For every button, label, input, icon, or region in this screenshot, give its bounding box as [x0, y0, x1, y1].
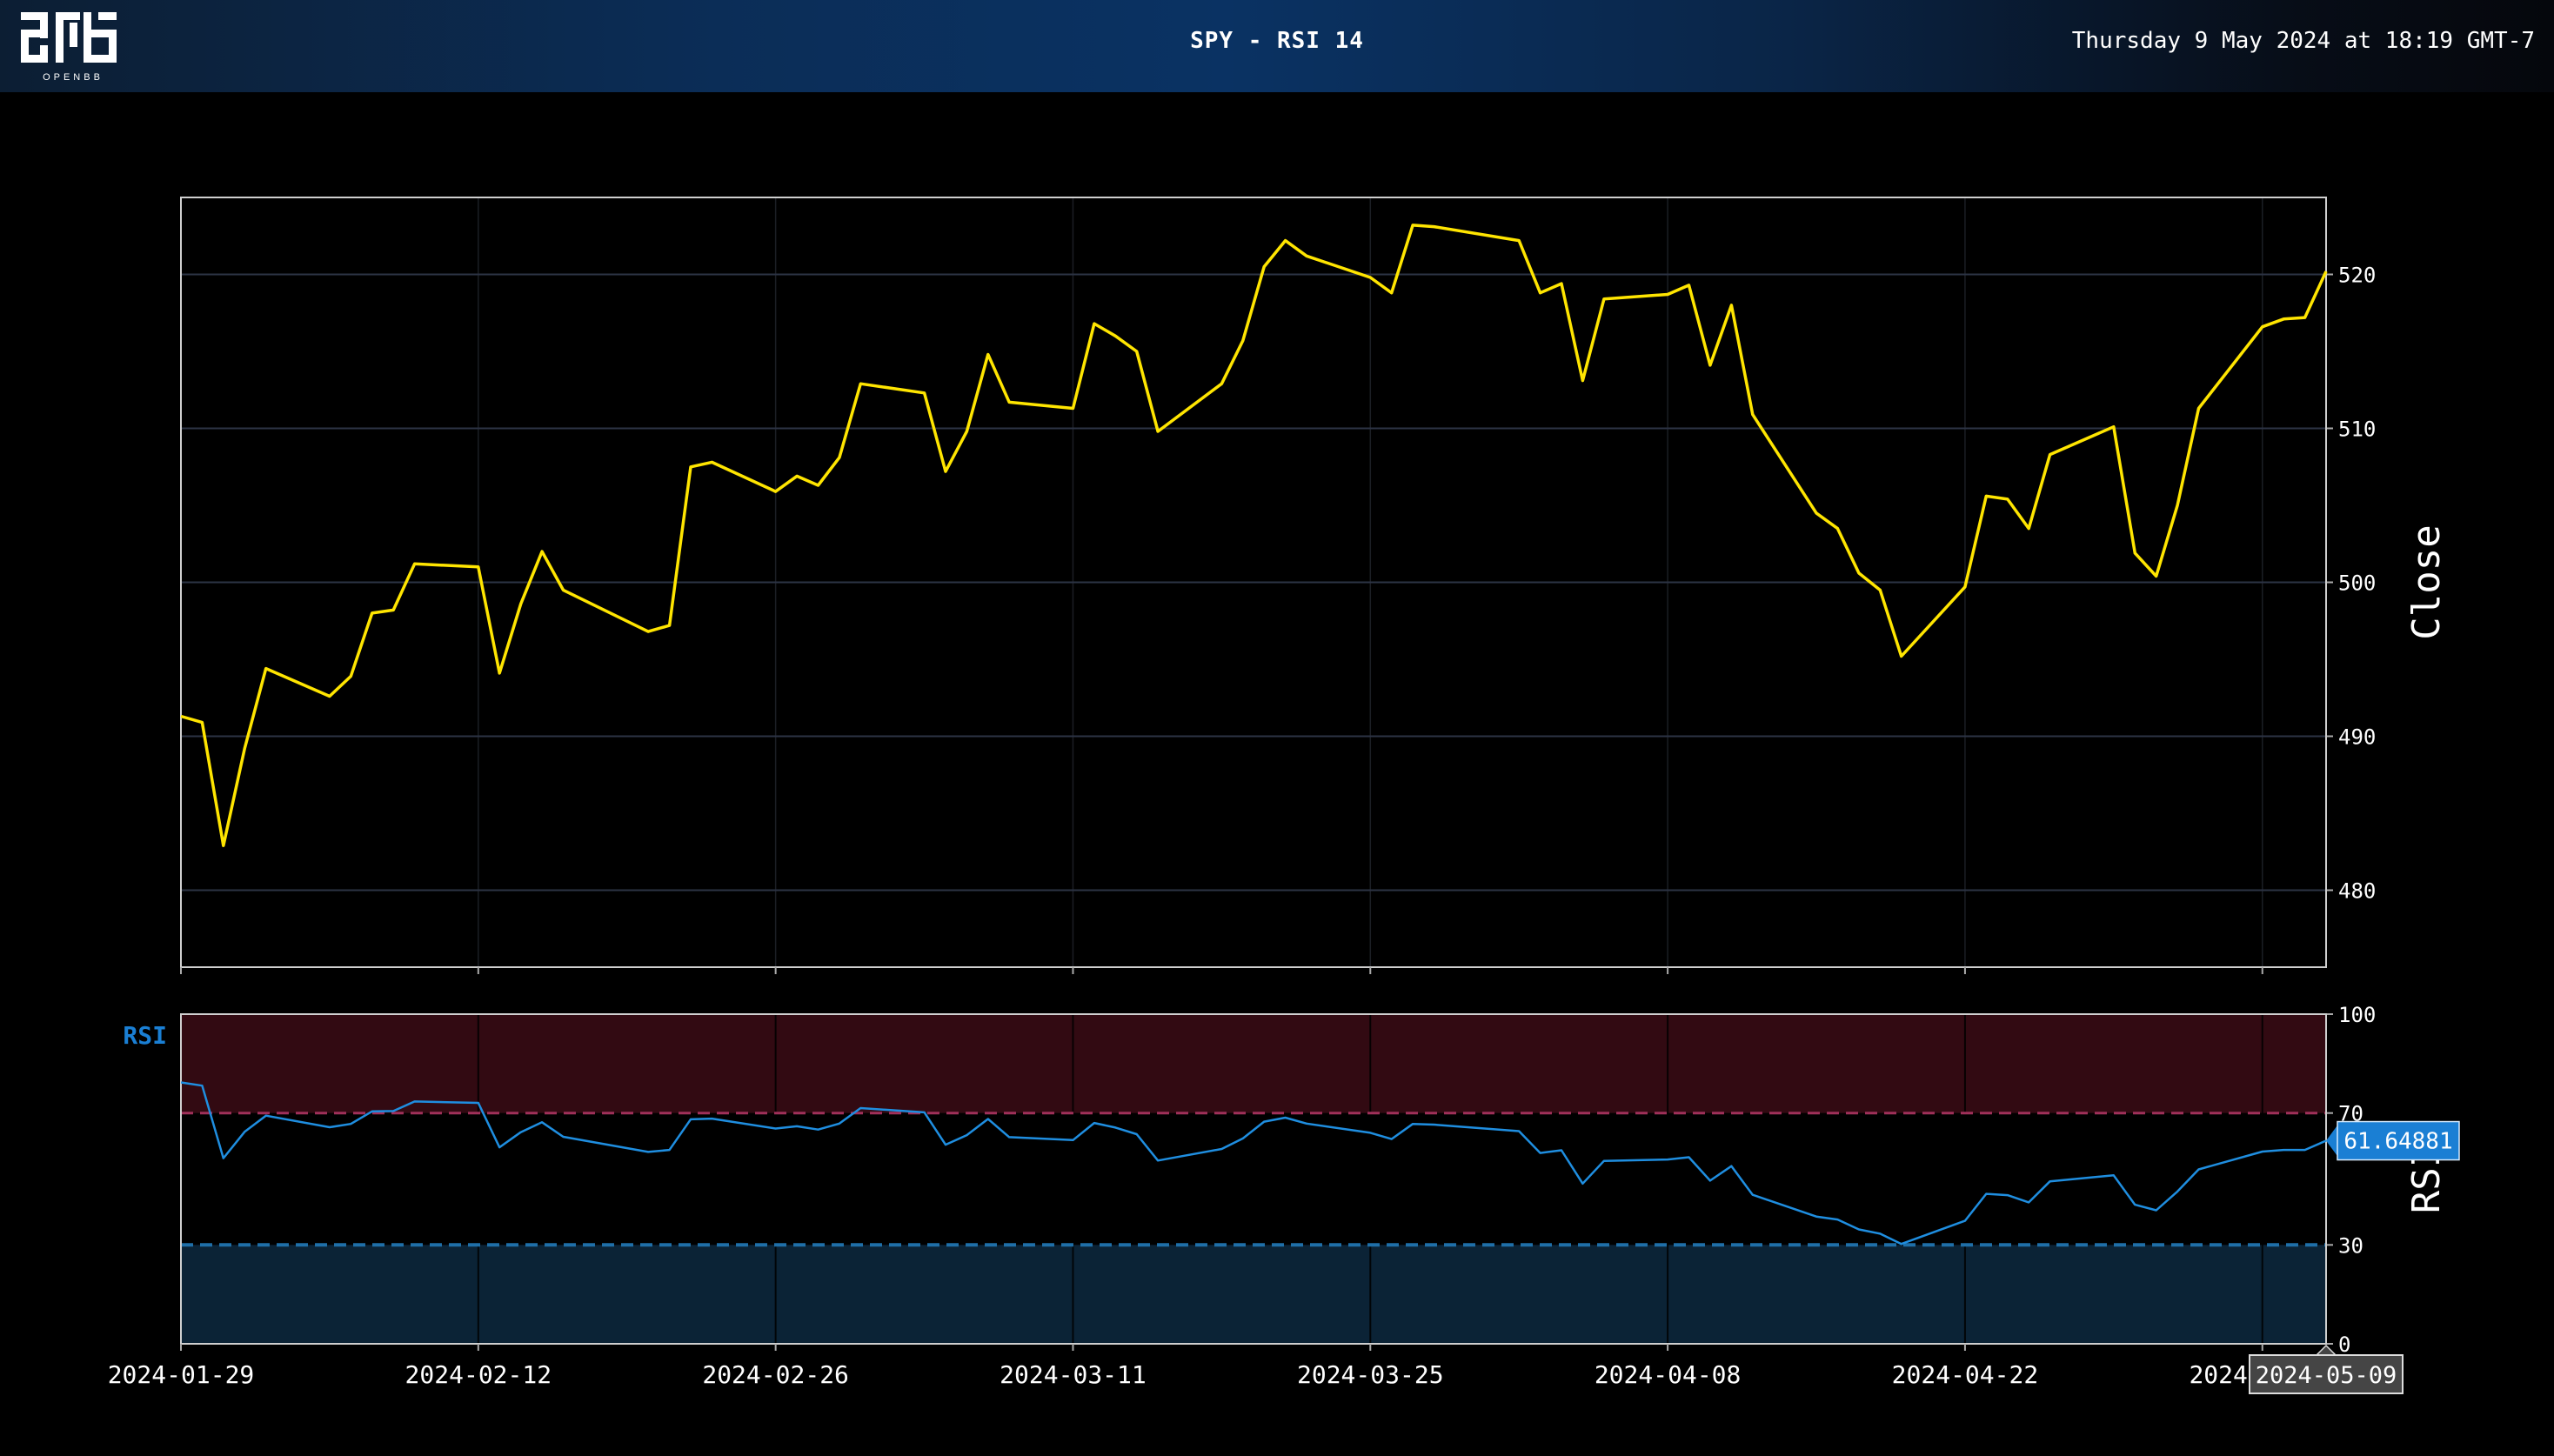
price-ylabel: Close: [2404, 524, 2449, 639]
timestamp: Thursday 9 May 2024 at 18:19 GMT-7: [2071, 28, 2535, 54]
rsi-value-badge-pointer: [2326, 1124, 2338, 1158]
logo-text: OPENBB: [43, 72, 104, 83]
rsi-series-line: [180, 1081, 2327, 1246]
rsi-ytick-label: 30: [2338, 1233, 2363, 1258]
price-ytick-label: 520: [2338, 264, 2376, 288]
rsi-value-badge-label: 61.64881: [2343, 1129, 2452, 1155]
chart-title: SPY - RSI 14: [1190, 28, 1364, 54]
price-ytick-label: 480: [2338, 879, 2376, 904]
rsi-ytick-label: 0: [2338, 1332, 2350, 1357]
hover-date-label-box: [2249, 1354, 2404, 1394]
overbought-zone: [181, 1014, 2326, 1113]
price-ytick-label: 500: [2338, 571, 2376, 596]
top-bar: OPENBB SPY - RSI 14 Thursday 9 May 2024 …: [0, 0, 2554, 92]
rsi-value-badge: [2337, 1120, 2460, 1161]
close-series-line: [180, 224, 2328, 847]
xtick-label: 2024-03-11: [1000, 1360, 1147, 1389]
hover-date-label: 2024-05-09: [2256, 1362, 2397, 1389]
oversold-zone: [181, 1245, 2326, 1344]
rsi-frame: [180, 1013, 2327, 1345]
x-axis: 2024-01-29 2024-02-12 2024-02-26 2024-03-11…: [108, 967, 2404, 1394]
xtick-label: 2024-01-29: [108, 1360, 255, 1389]
openbb-logo: OPENBB: [21, 12, 117, 83]
xtick-label: 2024-02-12: [405, 1360, 552, 1389]
xtick-label: 2024-02-26: [702, 1360, 849, 1389]
price-ytick-label: 510: [2338, 417, 2376, 442]
price-frame: [180, 197, 2327, 968]
price-panel: 480 490 500 510 520 Close: [180, 197, 2449, 968]
xtick-label: 2024-03-25: [1297, 1360, 1444, 1389]
rsi-legend-label: RSI: [123, 1021, 167, 1050]
price-ytick-label: 490: [2338, 725, 2376, 750]
rsi-ytick-label: 100: [2338, 1003, 2376, 1027]
xtick-label: 2024-04-08: [1595, 1360, 1742, 1389]
xtick-label: 2024-04-22: [1892, 1360, 2039, 1389]
